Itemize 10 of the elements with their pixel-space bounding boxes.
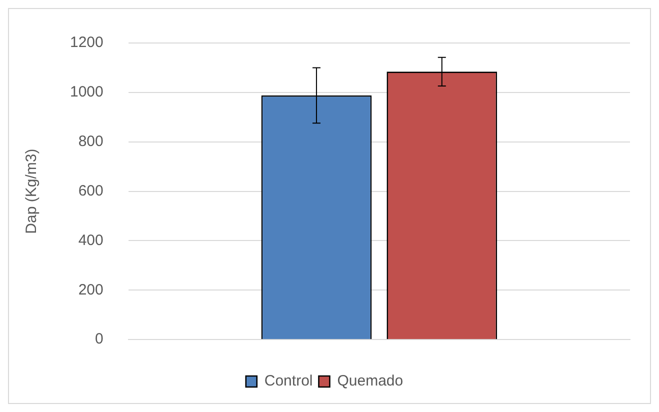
y-tick-label: 0: [95, 330, 104, 348]
y-tick-label: 200: [78, 281, 104, 298]
y-tick-label: 400: [78, 232, 104, 249]
y-axis-title: Dap (Kg/m3): [23, 148, 40, 234]
legend-label: Quemado: [337, 372, 404, 390]
y-tick-label: 600: [78, 182, 104, 200]
y-tick-label: 1000: [70, 84, 104, 101]
y-tick-label: 1200: [70, 34, 104, 52]
legend-label: Control: [264, 372, 313, 390]
y-tick-label: 800: [78, 133, 104, 150]
